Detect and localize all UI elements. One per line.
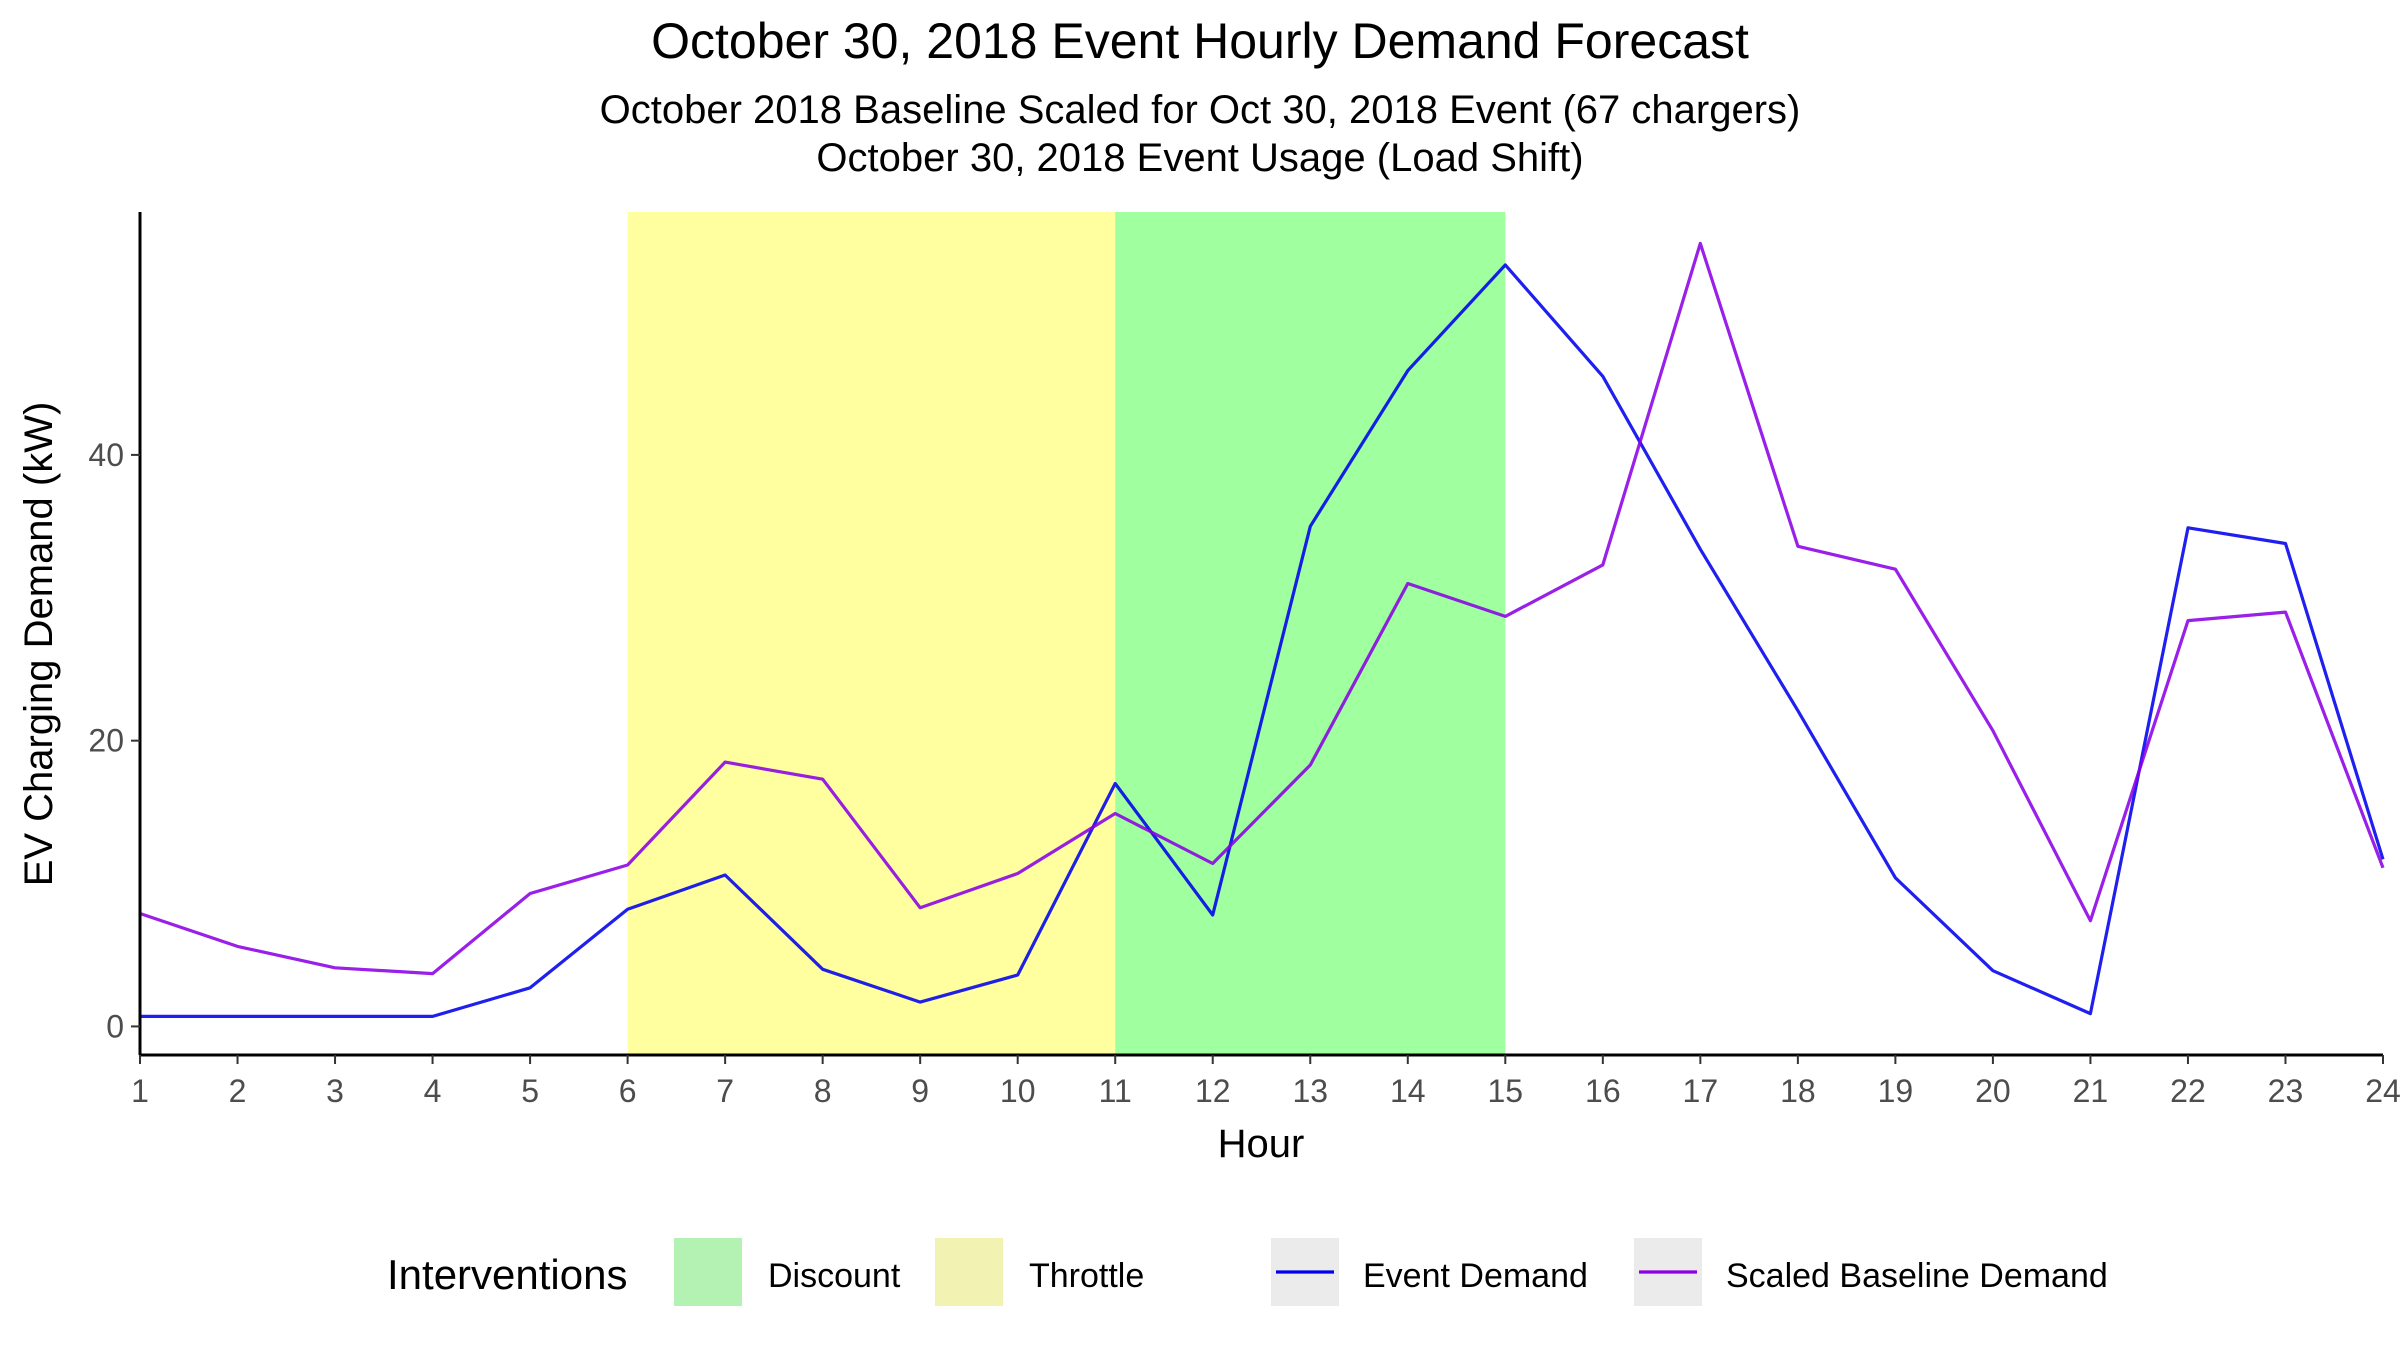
x-tick-label: 20 (1975, 1073, 2011, 1109)
legend-title: Interventions (387, 1251, 627, 1298)
chart-subtitle-line-1: October 2018 Baseline Scaled for Oct 30,… (599, 88, 1801, 132)
intervention-bands (627, 212, 1506, 1055)
y-tick-label: 20 (88, 723, 124, 759)
x-tick-label: 17 (1683, 1073, 1719, 1109)
series-line-event-demand (140, 263, 2385, 1019)
x-tick-label: 22 (2170, 1073, 2206, 1109)
band-discount (1115, 212, 1506, 1055)
legend-label-event-demand: Event Demand (1363, 1257, 1588, 1295)
x-tick-label: 11 (1099, 1073, 1132, 1109)
axes: 1 2 3 4 5 6 7 8 9 10 11 12 13 14 15 16 17 18 19 20 21 22 23 240… (88, 212, 2400, 1109)
x-tick-label: 13 (1292, 1073, 1328, 1109)
x-tick-label: 24 (2365, 1073, 2400, 1109)
x-tick-label: 1 (131, 1073, 149, 1109)
x-tick-label: 18 (1780, 1073, 1816, 1109)
legend-key-throttle (935, 1238, 1003, 1306)
x-tick-label: 23 (2268, 1073, 2304, 1109)
legend-label-scaled-baseline-demand: Scaled Baseline Demand (1726, 1257, 2108, 1295)
x-tick-label: 19 (1878, 1073, 1914, 1109)
x-tick-label: 5 (521, 1073, 539, 1109)
y-axis-label: EV Charging Demand (kW) (17, 402, 61, 887)
y-tick-label: 0 (106, 1008, 124, 1044)
legend-label-discount: Discount (768, 1257, 901, 1295)
x-tick-label: 21 (2073, 1073, 2109, 1109)
x-tick-label: 3 (326, 1073, 344, 1109)
x-tick-label: 15 (1488, 1073, 1524, 1109)
chart-subtitle-line-2: October 30, 2018 Event Usage (Load Shift… (816, 136, 1584, 180)
x-tick-label: 4 (424, 1073, 442, 1109)
series-lines (139, 241, 2385, 1019)
x-tick-label: 9 (911, 1073, 929, 1109)
x-tick-label: 16 (1585, 1073, 1621, 1109)
x-tick-label: 8 (814, 1073, 832, 1109)
band-throttle (627, 212, 1116, 1055)
x-axis-label: Hour (1218, 1122, 1305, 1166)
y-tick-label: 40 (88, 437, 124, 473)
x-tick-label: 12 (1195, 1073, 1231, 1109)
legend-label-throttle: Throttle (1029, 1257, 1144, 1295)
x-tick-label: 2 (229, 1073, 247, 1109)
x-tick-label: 7 (716, 1073, 734, 1109)
series-line-scaled-baseline-demand (139, 241, 2385, 976)
x-tick-label: 10 (1000, 1073, 1036, 1109)
legend-key-discount (674, 1238, 742, 1306)
legend: Interventions Discount Throttle Event Deman… (387, 1238, 2108, 1306)
x-tick-label: 6 (619, 1073, 637, 1109)
x-tick-label: 14 (1390, 1073, 1426, 1109)
chart-title: October 30, 2018 Event Hourly Demand For… (651, 13, 1749, 69)
